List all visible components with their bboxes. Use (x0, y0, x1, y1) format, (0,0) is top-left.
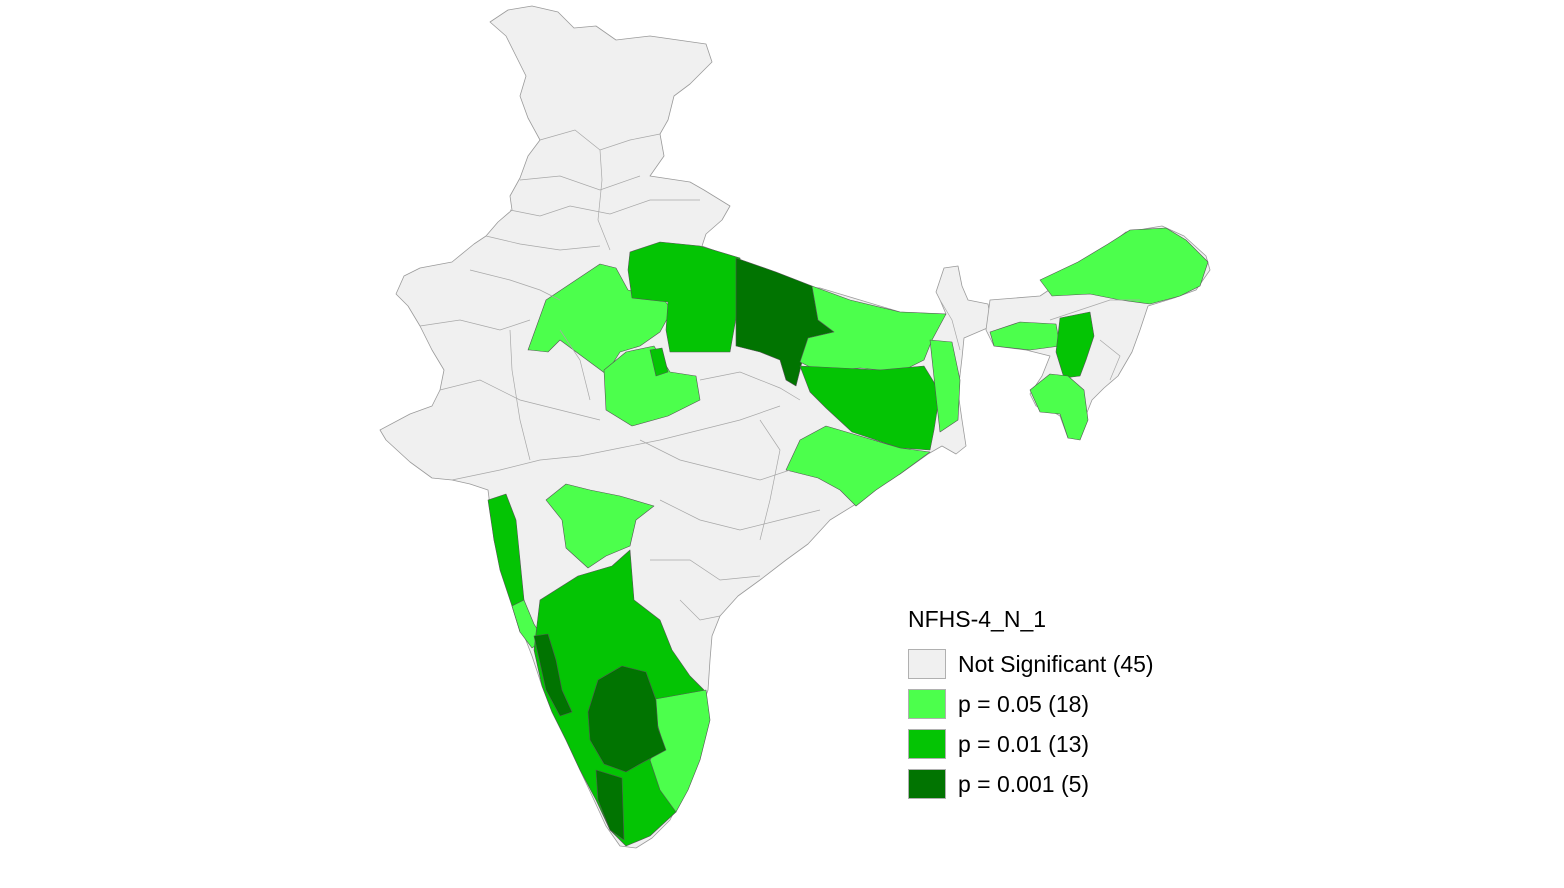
district-boundary (451, 405, 781, 481)
significant-regions (487, 227, 1209, 847)
district-boundary (1099, 339, 1121, 381)
legend-item-p0001: p = 0.001 (5) (908, 764, 1154, 804)
district-boundary (509, 329, 531, 461)
region-westcoast-p0001 (533, 633, 573, 717)
legend-swatch-p0001 (908, 769, 946, 799)
map-legend: NFHS-4_N_1 Not Significant (45) p = 0.05… (908, 604, 1154, 804)
region-deccan-p005 (545, 483, 655, 569)
district-boundary (485, 235, 601, 251)
legend-label-p005: p = 0.05 (18) (958, 690, 1090, 717)
legend-item-not-significant: Not Significant (45) (908, 644, 1154, 684)
legend-label-not-significant: Not Significant (45) (958, 650, 1154, 677)
district-boundary (419, 319, 531, 331)
district-boundary (519, 175, 641, 191)
region-ne-central-p001 (1055, 311, 1095, 379)
district-boundary (1049, 299, 1140, 321)
region-ne-south-p005 (1029, 373, 1089, 441)
region-central-p005 (603, 345, 701, 427)
district-boundary (659, 499, 821, 531)
region-west-central-p005 (527, 263, 673, 375)
region-south-inner-p0001 (587, 665, 667, 773)
district-boundary (939, 299, 961, 351)
legend-item-p001: p = 0.01 (13) (908, 724, 1154, 764)
district-boundary (650, 559, 761, 581)
legend-title: NFHS-4_N_1 (908, 606, 1047, 632)
legend-swatch-p005 (908, 689, 946, 719)
region-ne-north-p005 (1039, 227, 1209, 305)
legend-swatch-not-significant (908, 649, 946, 679)
district-boundary (559, 329, 591, 401)
district-boundary (469, 269, 561, 301)
district-boundary (597, 149, 611, 251)
legend-swatch-p001 (908, 729, 946, 759)
district-boundary (699, 371, 801, 401)
district-boundary (759, 419, 781, 541)
region-southtip-p0001 (595, 769, 625, 841)
district-boundary (639, 439, 791, 481)
legend-label-p001: p = 0.01 (13) (958, 730, 1090, 757)
district-boundary (439, 379, 601, 421)
region-north-p001 (627, 241, 743, 353)
legend-item-p005: p = 0.05 (18) (908, 684, 1154, 724)
region-east-edge-p005 (929, 339, 961, 433)
region-east-p001 (799, 365, 941, 451)
internal-boundaries (419, 129, 1140, 621)
district-boundary (509, 199, 700, 217)
district-boundary (679, 599, 721, 621)
legend-label-p0001: p = 0.001 (5) (958, 770, 1090, 797)
region-small-p001 (649, 347, 669, 377)
region-southeast-p005 (785, 425, 931, 507)
